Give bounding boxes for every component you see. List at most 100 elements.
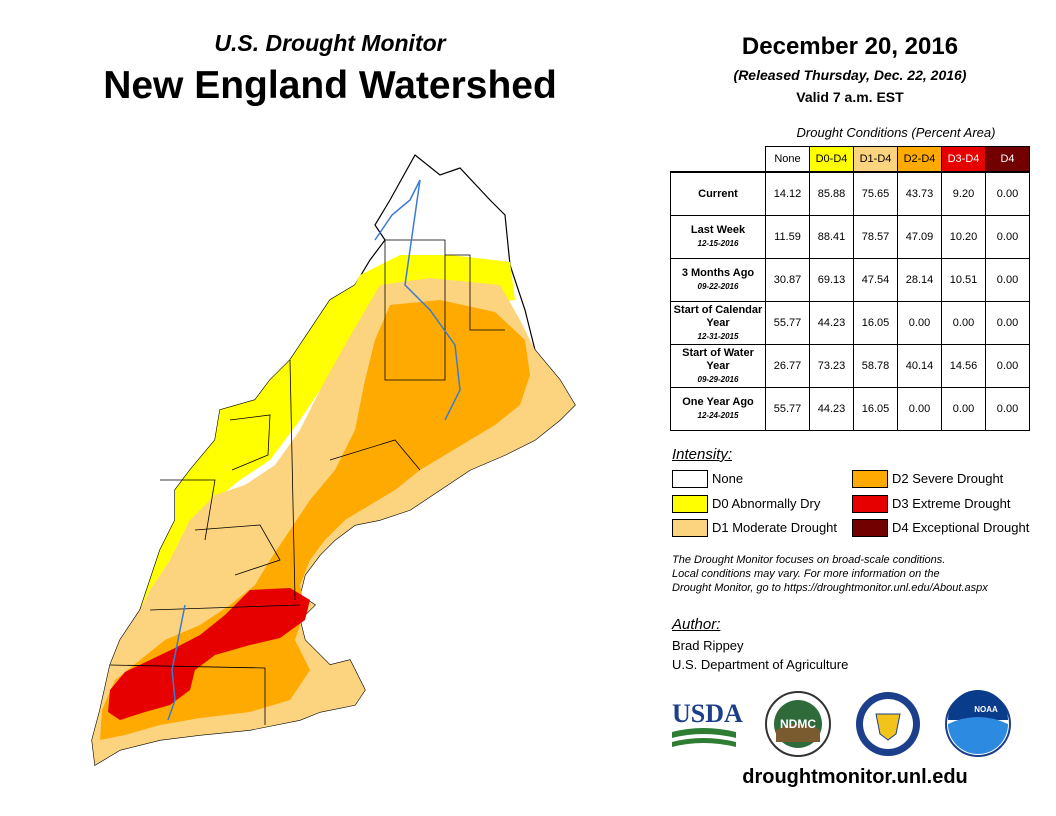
table-cell: 30.87 xyxy=(765,258,810,302)
note-line: The Drought Monitor focuses on broad-sca… xyxy=(672,554,946,566)
author-title: Author: xyxy=(672,616,721,633)
row-label: Start of Water Year 09-29-2016 xyxy=(670,344,766,388)
table-cell: 0.00 xyxy=(985,215,1030,259)
table-cell: 40.14 xyxy=(897,344,942,388)
agency-logos: USDA NDMC NOAA xyxy=(672,690,1011,757)
table-cell: 14.56 xyxy=(941,344,986,388)
legend-label: D1 Moderate Drought xyxy=(712,520,838,535)
table-cell: 0.00 xyxy=(985,344,1030,388)
row-label-text: Current xyxy=(698,187,738,200)
row-date: 09-22-2016 xyxy=(697,282,739,291)
note-line: Local conditions may vary. For more info… xyxy=(672,568,940,580)
col-header: D2-D4 xyxy=(897,146,942,173)
table-row: Start of Water Year 09-29-2016 26.77 73.23 5… xyxy=(670,344,1030,388)
release-date: (Released Thursday, Dec. 22, 2016) xyxy=(733,67,967,83)
svg-text:NDMC: NDMC xyxy=(780,717,816,731)
author-org: U.S. Department of Agriculture xyxy=(672,657,849,672)
row-label: 3 Months Ago 09-22-2016 xyxy=(670,258,766,302)
d3-extreme-drought-area xyxy=(108,588,310,720)
table-caption: Drought Conditions (Percent Area) xyxy=(796,125,996,140)
website-url[interactable]: droughtmonitor.unl.edu xyxy=(742,766,968,788)
legend-label: D3 Extreme Drought xyxy=(892,496,1011,511)
table-cell: 0.00 xyxy=(985,258,1030,302)
legend-title: Intensity: xyxy=(672,446,733,463)
row-label: Last Week 12-15-2016 xyxy=(670,215,766,259)
row-label: Start of Calendar Year 12-31-2015 xyxy=(670,301,766,345)
doc-seal-logo xyxy=(856,692,920,756)
table-cell: 43.73 xyxy=(897,171,942,216)
table-cell: 88.41 xyxy=(809,215,854,259)
legend-label: D2 Severe Drought xyxy=(892,471,1004,486)
table-cell: 10.20 xyxy=(941,215,986,259)
legend-swatch xyxy=(852,519,888,537)
note-line: Drought Monitor, go to https://droughtmo… xyxy=(672,582,988,594)
row-label-text: Start of Water Year xyxy=(682,346,754,372)
row-date: 12-31-2015 xyxy=(697,331,739,341)
info-note: The Drought Monitor focuses on broad-sca… xyxy=(672,553,1042,595)
table-cell: 0.00 xyxy=(941,387,986,431)
col-header: None xyxy=(765,146,810,173)
county-boundaries xyxy=(109,239,505,725)
map-subtitle: U.S. Drought Monitor xyxy=(214,30,446,56)
legend-swatch xyxy=(852,470,888,488)
table-cell: 16.05 xyxy=(853,387,898,431)
table-cell: 28.14 xyxy=(897,258,942,302)
ndmc-logo: NDMC xyxy=(765,691,831,757)
legend-label: D0 Abnormally Dry xyxy=(712,496,821,511)
col-header: D0-D4 xyxy=(809,146,854,173)
drought-map xyxy=(91,154,576,766)
drought-table: None D0-D4 D1-D4 D2-D4 D3-D4 D4 Current 1… xyxy=(670,146,1030,431)
table-cell: 47.54 xyxy=(853,258,898,302)
table-cell: 14.12 xyxy=(765,171,810,216)
map-title: New England Watershed xyxy=(103,64,557,107)
table-cell: 0.00 xyxy=(985,387,1030,431)
row-date: 09-29-2016 xyxy=(697,374,739,384)
table-cell: 0.00 xyxy=(897,301,942,345)
table-row: Current 14.12 85.88 75.65 43.73 9.20 0.00 xyxy=(670,171,1030,216)
table-row: Last Week 12-15-2016 11.59 88.41 78.57 47.09 1… xyxy=(670,215,1030,259)
svg-text:NOAA: NOAA xyxy=(974,705,998,714)
table-cell: 0.00 xyxy=(985,301,1030,345)
table-cell: 16.05 xyxy=(853,301,898,345)
table-cell: 55.77 xyxy=(765,301,810,345)
table-cell: 44.23 xyxy=(809,301,854,345)
col-header: D1-D4 xyxy=(853,146,898,173)
table-row: One Year Ago 12-24-2015 55.77 44.23 16.05 0.0… xyxy=(670,387,1030,431)
connecticut-river xyxy=(374,179,461,421)
table-cell: 0.00 xyxy=(941,301,986,345)
table-cell: 26.77 xyxy=(765,344,810,388)
col-header: D4 xyxy=(985,146,1030,173)
legend-label: None xyxy=(712,471,744,486)
table-cell: 55.77 xyxy=(765,387,810,431)
row-label-text: 3 Months Ago xyxy=(681,267,755,279)
table-cell: 9.20 xyxy=(941,171,986,216)
table-cell: 10.51 xyxy=(941,258,986,302)
map-date: December 20, 2016 xyxy=(741,33,959,60)
row-label-text: Start of Calendar Year xyxy=(673,303,763,329)
row-label-text: Last Week xyxy=(690,224,746,236)
table-row: Start of Calendar Year 12-31-2015 55.77 44.… xyxy=(670,301,1030,345)
table-cell: 0.00 xyxy=(897,387,942,431)
row-label: One Year Ago 12-24-2015 xyxy=(670,387,766,431)
row-label-text: One Year Ago xyxy=(682,396,754,408)
table-cell: 58.78 xyxy=(853,344,898,388)
valid-time: Valid 7 a.m. EST xyxy=(796,89,904,105)
row-date: 12-24-2015 xyxy=(697,411,739,420)
table-cell: 75.65 xyxy=(853,171,898,216)
row-label: Current xyxy=(670,171,766,216)
usda-logo: USDA xyxy=(672,699,743,747)
author-name: Brad Rippey xyxy=(672,638,744,653)
table-cell: 73.23 xyxy=(809,344,854,388)
col-header: D3-D4 xyxy=(941,146,986,173)
table-cell: 78.57 xyxy=(853,215,898,259)
noaa-logo: NOAA xyxy=(945,690,1011,757)
row-date: 12-15-2016 xyxy=(697,239,739,248)
table-corner xyxy=(671,147,766,173)
legend-swatch xyxy=(672,519,708,537)
table-cell: 85.88 xyxy=(809,171,854,216)
legend-swatch xyxy=(672,495,708,513)
table-cell: 0.00 xyxy=(985,171,1030,216)
legend-swatch xyxy=(852,495,888,513)
table-cell: 69.13 xyxy=(809,258,854,302)
table-cell: 44.23 xyxy=(809,387,854,431)
